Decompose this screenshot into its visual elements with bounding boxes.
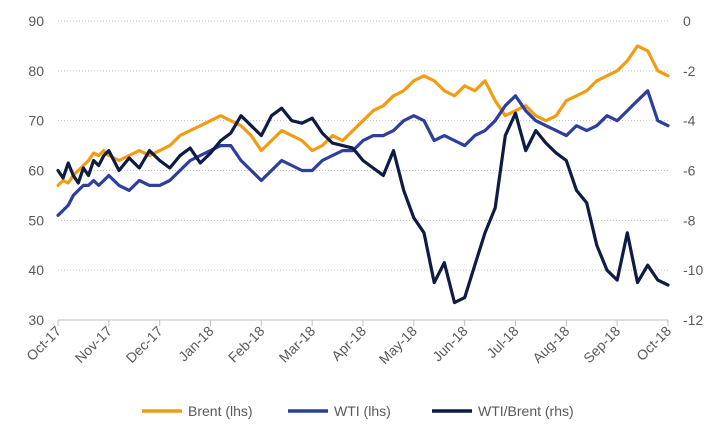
y-right-tick-label: -12 [683,312,703,328]
x-tick-label: Sep-18 [580,323,623,366]
series-line-1 [56,89,670,217]
series-line-2 [56,106,670,305]
y-right-tick-label: -6 [683,163,696,179]
y-left-tick-label: 70 [28,113,44,129]
y-left-tick-label: 30 [28,312,44,328]
series-layer [56,44,670,305]
y-right-tick-label: -10 [683,262,703,278]
x-tick-label: May-18 [376,323,420,367]
y-right-tick-label: -2 [683,63,696,79]
y-left-tick-label: 80 [28,63,44,79]
x-tick-label: Oct-17 [23,323,64,364]
x-tick-label: Oct-18 [633,323,674,364]
legend-label: WTI/Brent (rhs) [478,403,574,419]
x-tick-label: Apr-18 [328,323,369,364]
x-tick-label: Jul-18 [483,323,521,361]
x-tick-label: Jan-18 [175,323,217,365]
series-line-0 [56,44,670,187]
y-left-tick-label: 50 [28,212,44,228]
x-tick-label: Feb-18 [225,323,268,366]
y-right-tick-label: -4 [683,113,696,129]
y-left-tick-label: 40 [28,262,44,278]
x-tick-label: Dec-17 [123,323,166,366]
legend-label: Brent (lhs) [188,403,253,419]
x-tick-label: Aug-18 [529,323,572,366]
legend: Brent (lhs) WTI (lhs) WTI/Brent (rhs) [142,403,574,419]
legend-label: WTI (lhs) [334,403,391,419]
y-right-tick-label: 0 [683,13,691,29]
x-tick-label: Jun-18 [429,323,471,365]
x-tick-label: Mar-18 [276,323,319,366]
y-right-tick-label: -8 [683,212,696,228]
gridlines [58,20,668,271]
x-tick-label: Nov-17 [72,323,115,366]
y-left-tick-label: 60 [28,163,44,179]
y-left-tick-label: 90 [28,13,44,29]
